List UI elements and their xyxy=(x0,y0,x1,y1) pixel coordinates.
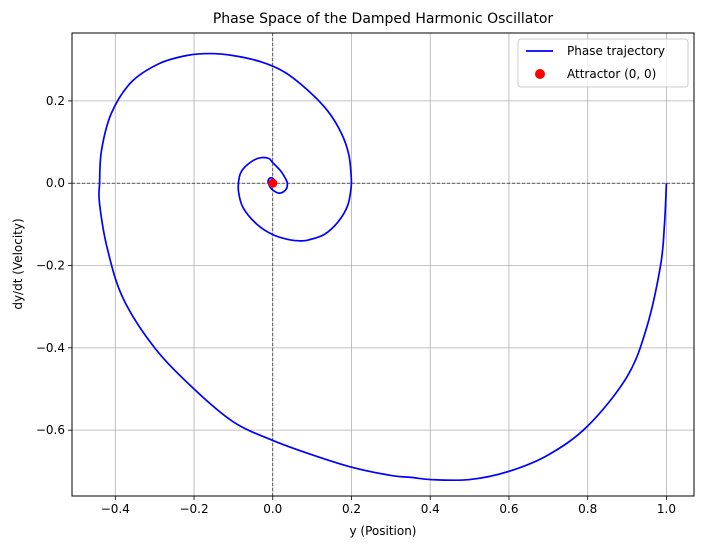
plot-area xyxy=(72,33,694,496)
legend-box xyxy=(517,38,689,88)
x-axis-label: y (Position) xyxy=(349,524,416,538)
y-tick-label: −0.2 xyxy=(36,259,65,273)
x-tick-label: 0.6 xyxy=(499,502,518,516)
x-tick-label: 0.2 xyxy=(342,502,361,516)
x-tick-label: −0.4 xyxy=(101,502,130,516)
x-tick-label: 0.0 xyxy=(263,502,282,516)
phase-trajectory-line xyxy=(98,52,668,482)
ticks: −0.4 −0.2 0.0 0.2 0.4 0.6 0.8 1.0 −0.6 −0.4 −0.2 0.… xyxy=(36,94,676,516)
y-tick-label: −0.4 xyxy=(36,341,65,355)
y-tick-label: 0.2 xyxy=(46,94,65,108)
legend-label-attractor: Attractor (0, 0) xyxy=(567,67,656,81)
series-layer xyxy=(98,52,668,482)
x-tick-label: 0.8 xyxy=(578,502,597,516)
plot-frame xyxy=(71,32,695,497)
y-tick-label: −0.6 xyxy=(36,423,65,437)
y-tick-label: 0.0 xyxy=(46,176,65,190)
legend: Phase trajectory Attractor (0, 0) xyxy=(517,38,689,88)
chart-title: Phase Space of the Damped Harmonic Oscil… xyxy=(213,11,554,27)
x-tick-label: 0.4 xyxy=(421,502,440,516)
legend-marker-swatch xyxy=(535,69,545,79)
reference-lines xyxy=(72,33,694,496)
x-tick-label: −0.2 xyxy=(179,502,208,516)
legend-label-trajectory: Phase trajectory xyxy=(567,44,665,58)
attractor-point xyxy=(268,178,278,188)
y-axis-label: dy/dt (Velocity) xyxy=(11,218,25,309)
x-tick-label: 1.0 xyxy=(657,502,676,516)
